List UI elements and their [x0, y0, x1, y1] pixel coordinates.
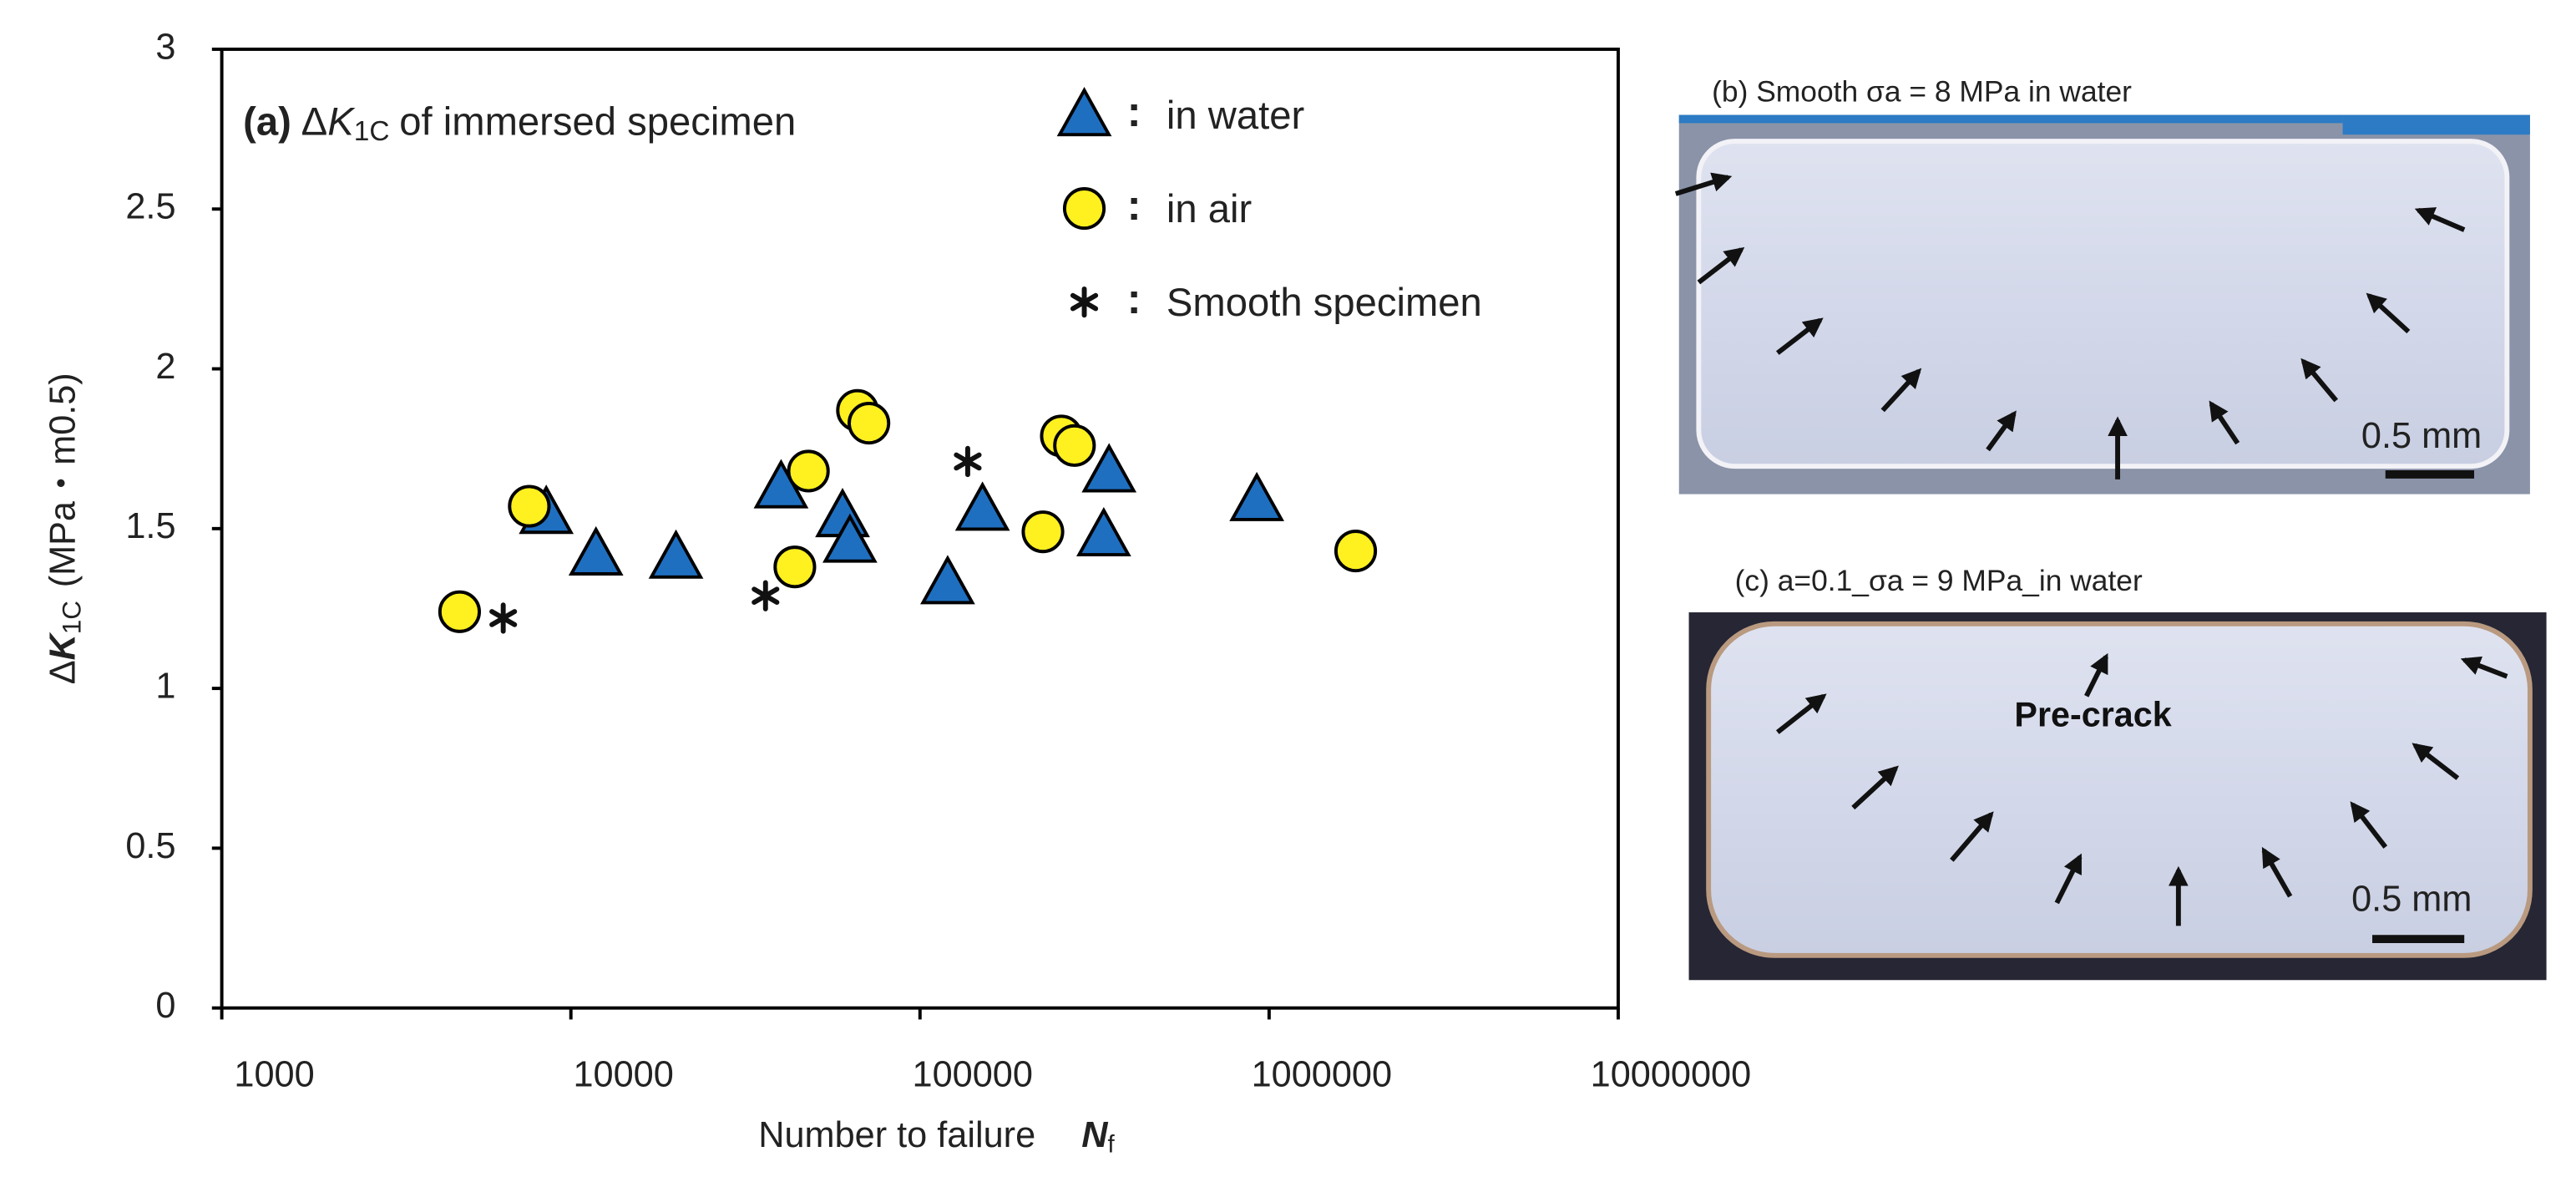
title-part: Δ: [301, 100, 328, 145]
y-tick-label: 3: [155, 27, 175, 67]
x-axis-label: Number to failure Nf: [758, 1115, 1115, 1158]
triangle-marker: [1075, 506, 1131, 557]
triangle-marker: [1081, 443, 1137, 493]
legend-label: Smooth specimen: [1167, 281, 1482, 325]
legend-label: in water: [1167, 94, 1304, 138]
title-part: (a): [243, 100, 291, 145]
circle-marker: [508, 484, 551, 528]
asterisk-marker: [954, 445, 982, 478]
circle-marker: [438, 590, 482, 633]
legend-label: in air: [1167, 187, 1252, 231]
circle-marker: [1053, 424, 1096, 467]
circle-marker: [773, 545, 817, 589]
legend-separator: :: [1127, 275, 1141, 322]
title-part: K: [327, 100, 356, 145]
circle-marker: [1334, 530, 1378, 573]
legend-separator: :: [1127, 88, 1141, 135]
x-label-part: Number to failure: [758, 1115, 1035, 1155]
title-part: of immersed specimen: [399, 100, 796, 145]
y-tick-label: 2.5: [125, 187, 175, 227]
circle-marker: [848, 402, 891, 445]
x-tick-label: 100000: [913, 1055, 1033, 1095]
circle-marker: [1021, 510, 1065, 554]
y-tick-label: 0.5: [125, 826, 175, 866]
x-tick-label: 1000000: [1252, 1055, 1392, 1095]
circle-marker: [787, 449, 830, 493]
asterisk-marker: [489, 602, 518, 634]
scale-label: 0.5 mm: [2351, 879, 2472, 919]
x-label-part: f: [1107, 1131, 1115, 1159]
circle-marker: [1062, 187, 1106, 231]
photo-b: [1674, 114, 2530, 495]
y-tick-label: 1: [155, 667, 175, 707]
y-axis-label: ΔK1C (MPa・m0.5): [43, 373, 87, 684]
plot-frame: [220, 47, 1620, 1010]
chart-title: (a) ΔK1C of immersed specimen: [243, 100, 796, 147]
panel-caption: (c) a=0.1_σa = 9 MPa_in water: [1735, 565, 2143, 597]
y-label-part: 1C: [58, 601, 87, 634]
asterisk-marker: [1070, 286, 1099, 318]
y-tick-label: 2: [155, 347, 175, 387]
triangle-marker: [822, 513, 878, 563]
y-tick-label: 1.5: [125, 506, 175, 546]
x-tick-label: 10000000: [1591, 1055, 1752, 1095]
annotation: Pre-crack: [2014, 696, 2171, 734]
triangle-marker: [954, 481, 1010, 531]
triangle-marker: [1056, 87, 1112, 137]
y-label-part: Δ: [43, 660, 84, 684]
y-label-part: (MPa・m0.5): [43, 373, 84, 587]
scale-label: 0.5 mm: [2361, 416, 2482, 456]
triangle-marker: [1229, 471, 1284, 521]
triangle-marker: [920, 555, 975, 605]
triangle-marker: [568, 525, 624, 576]
asterisk-marker: [752, 580, 780, 611]
x-tick-label: 1000: [234, 1055, 314, 1095]
y-tick-label: 0: [155, 986, 175, 1026]
title-part: 1C: [354, 116, 390, 147]
photo-c: [1688, 612, 2547, 981]
panel-caption: (b) Smooth σa = 8 MPa in water: [1712, 75, 2132, 108]
y-label-part: K: [43, 632, 84, 660]
triangle-marker: [648, 529, 704, 579]
x-tick-label: 10000: [573, 1055, 673, 1095]
legend-separator: :: [1127, 181, 1141, 229]
x-label-part: N: [1081, 1115, 1108, 1155]
